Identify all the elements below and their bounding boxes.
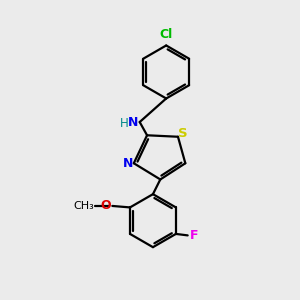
Text: H: H — [120, 117, 129, 130]
Text: F: F — [190, 229, 199, 242]
Text: O: O — [100, 200, 111, 212]
Text: S: S — [178, 127, 188, 140]
Text: Cl: Cl — [160, 28, 173, 41]
Text: N: N — [128, 116, 138, 128]
Text: N: N — [123, 157, 133, 170]
Text: CH₃: CH₃ — [73, 201, 94, 211]
